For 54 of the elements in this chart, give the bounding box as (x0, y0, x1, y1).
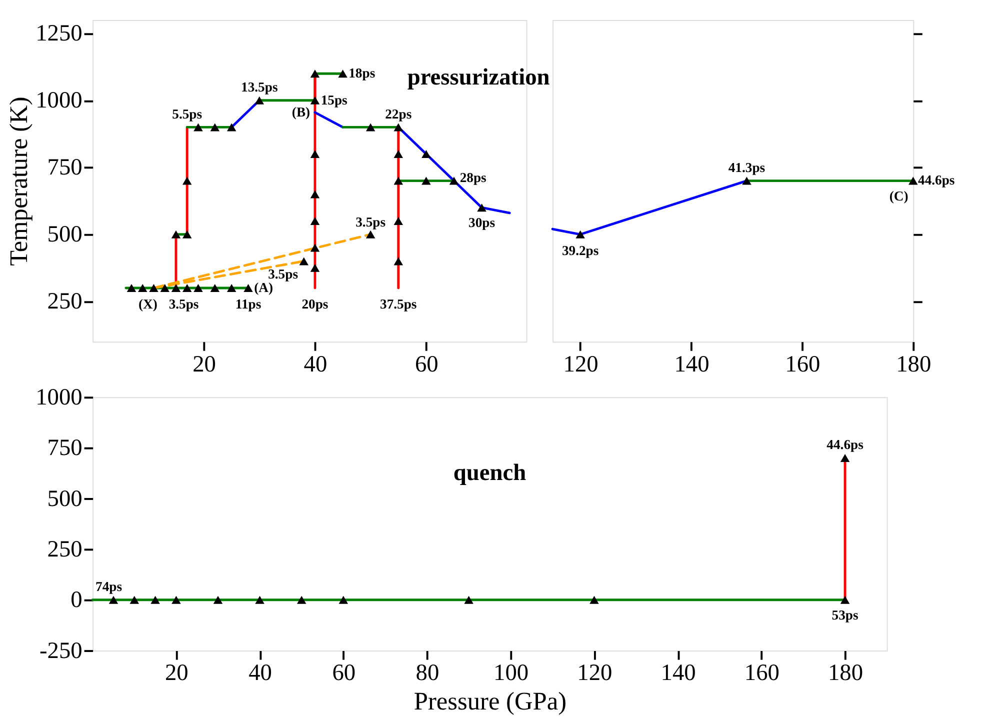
y-tick-label: -250 (39, 638, 82, 664)
annotation: 13.5ps (241, 80, 278, 95)
x-tick-label: 120 (577, 660, 612, 686)
x-tick-label: 60 (332, 660, 356, 686)
x-tick-label: 40 (248, 660, 272, 686)
annotation: (A) (254, 280, 274, 295)
annotation: (X) (138, 296, 158, 312)
y-tick-label: 500 (47, 486, 82, 512)
y-tick-label: 0 (70, 587, 82, 614)
x-tick-label: 80 (416, 660, 440, 686)
x-tick-label: 60 (414, 351, 438, 378)
annotation: 41.3ps (728, 160, 766, 176)
x-tick-label: 140 (674, 351, 710, 378)
x-tick-label: 160 (785, 351, 820, 378)
annotation: 53ps (832, 607, 858, 622)
y-tick-label: 750 (47, 154, 82, 181)
annotation: (B) (292, 104, 310, 120)
annotation: 18ps (348, 66, 376, 80)
x-tick-label: 160 (744, 660, 780, 686)
x-tick-label: 120 (563, 351, 598, 378)
x-tick-label: 100 (494, 660, 529, 686)
annotation: 20ps (302, 296, 328, 312)
annotation: 28ps (460, 170, 486, 185)
y-axis-title: Temperature (K) (4, 96, 33, 266)
annotation: pressurization (407, 64, 550, 91)
x-tick-label: 20 (192, 351, 216, 378)
x-tick-label: 140 (660, 660, 696, 686)
y-tick-label: 1000 (36, 88, 82, 114)
annotation: 15ps (320, 92, 348, 108)
annotation: 3.5ps (168, 296, 199, 312)
annotation: 44.6ps (826, 437, 864, 452)
x-tick-label: 180 (828, 660, 864, 686)
annotation: 3.5ps (356, 214, 386, 230)
y-tick-label: 250 (47, 536, 82, 562)
y-tick-label: 1250 (36, 20, 82, 47)
x-tick-label: 20 (164, 660, 188, 686)
y-tick-label: 1000 (36, 384, 82, 410)
annotation: 22ps (385, 106, 412, 122)
y-tick-label: 250 (47, 288, 82, 315)
annotation: 37.5ps (380, 296, 417, 312)
annotation: 74ps (96, 579, 122, 594)
y-tick-label: 500 (47, 222, 82, 248)
x-tick-label: 180 (896, 351, 932, 378)
annotation: 30ps (468, 215, 496, 230)
annotation: (C) (889, 188, 908, 204)
annotation: 39.2ps (562, 242, 599, 258)
annotation: 3.5ps (268, 266, 298, 282)
annotation: quench (453, 460, 526, 486)
annotation: 44.6ps (918, 172, 955, 188)
y-tick-label: 750 (47, 435, 82, 462)
x-axis-title: Pressure (GPa) (414, 687, 567, 716)
annotation: 5.5ps (172, 106, 202, 122)
annotation: 11ps (235, 296, 262, 312)
x-tick-label: 40 (304, 351, 328, 378)
